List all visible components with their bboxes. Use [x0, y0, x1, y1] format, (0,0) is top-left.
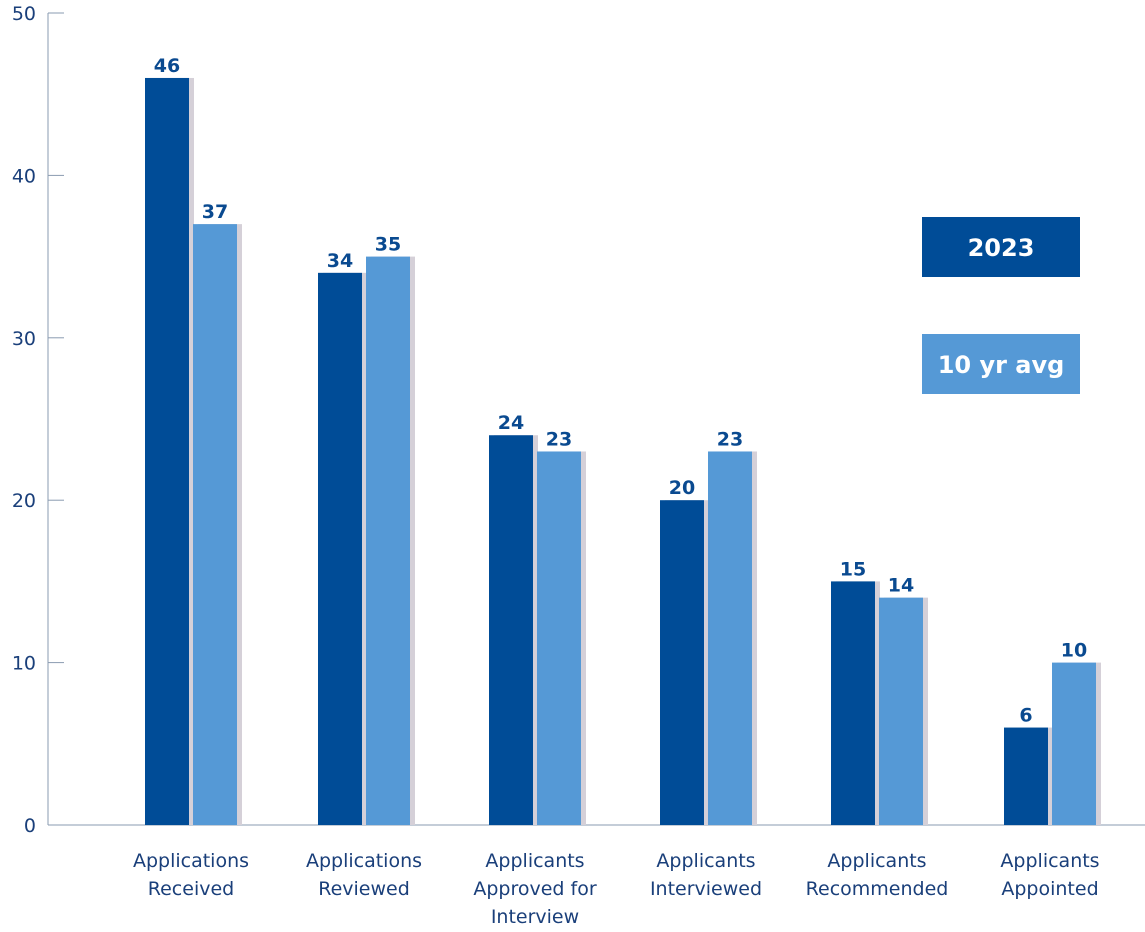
- y-tick-label: 10: [12, 653, 36, 675]
- legend: 2023 10 yr avg: [922, 217, 1080, 394]
- x-tick-label: Applications Received: [133, 850, 249, 900]
- x-tick-label: Applicants Appointed: [1000, 850, 1099, 900]
- bar: [537, 451, 581, 825]
- bar: [366, 256, 410, 826]
- y-tick-label: 20: [12, 490, 36, 512]
- bar: [489, 435, 533, 825]
- legend-label: 2023: [968, 234, 1035, 262]
- x-tick-label: Applicants Approved for Interview: [473, 850, 596, 928]
- bar: [660, 500, 704, 825]
- bar: [318, 272, 362, 826]
- data-label: 20: [669, 477, 695, 499]
- data-label: 37: [202, 201, 228, 223]
- bar: [1004, 727, 1048, 825]
- data-label: 6: [1019, 705, 1032, 727]
- data-label: 15: [840, 558, 866, 580]
- data-label: 46: [154, 55, 180, 77]
- bar: [193, 224, 237, 825]
- bar: [145, 77, 189, 825]
- data-label: 10: [1061, 640, 1087, 662]
- y-tick-label: 40: [12, 165, 36, 187]
- y-tick-label: 30: [12, 328, 36, 350]
- bar: [708, 451, 752, 825]
- axes: 0 10 20 30 40 50 Applications Received Applicati…: [12, 3, 1145, 928]
- data-label: 23: [546, 428, 572, 450]
- legend-swatch: [922, 217, 1080, 277]
- data-label: 34: [327, 250, 353, 272]
- bar: [879, 597, 923, 825]
- data-label: 24: [498, 412, 524, 434]
- y-tick-label: 50: [12, 3, 36, 25]
- data-label: 14: [888, 575, 914, 597]
- x-tick-label: Applicants Recommended: [806, 850, 949, 900]
- bar: [831, 581, 875, 825]
- x-tick-label: Applicants Interviewed: [650, 850, 762, 900]
- bar: [1052, 662, 1096, 825]
- y-tick-label: 0: [24, 815, 36, 837]
- legend-label: 10 yr avg: [938, 351, 1065, 379]
- x-tick-label: Applications Reviewed: [306, 850, 422, 900]
- data-label: 35: [375, 234, 401, 256]
- legend-swatch: [922, 334, 1080, 394]
- data-label: 23: [717, 428, 743, 450]
